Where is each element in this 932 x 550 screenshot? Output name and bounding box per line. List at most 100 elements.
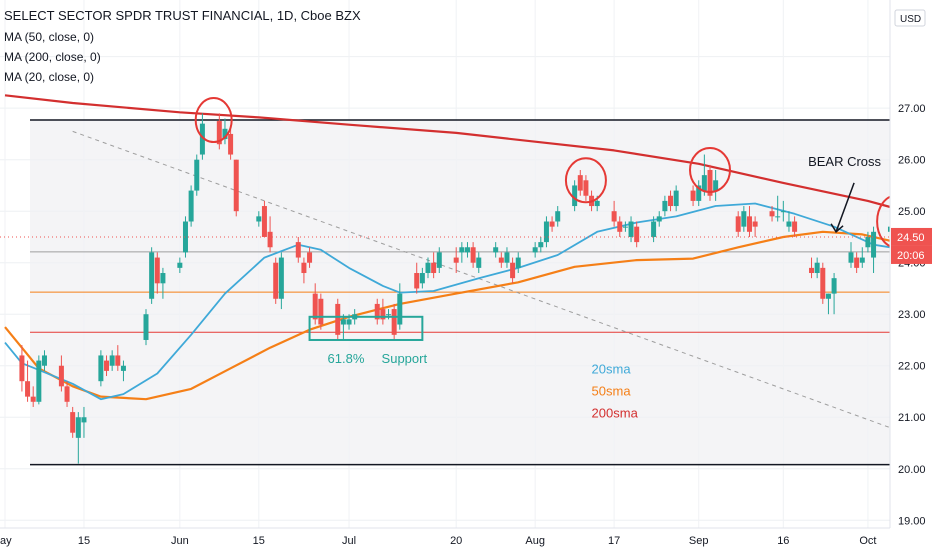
candle-up[interactable] [464, 242, 470, 258]
candle-up[interactable] [713, 169, 719, 201]
candle-down[interactable] [295, 236, 301, 263]
candle-down[interactable] [549, 216, 555, 232]
candle-down[interactable] [414, 262, 420, 294]
candle-down[interactable] [752, 216, 758, 237]
candle-up[interactable] [256, 211, 262, 227]
candle-up[interactable] [109, 350, 115, 371]
candle-down[interactable] [30, 386, 36, 407]
candle-up[interactable] [425, 257, 431, 279]
candle-down[interactable] [453, 247, 459, 274]
candle-down[interactable] [820, 262, 826, 304]
candle-down[interactable] [216, 113, 222, 150]
candle-up[interactable] [120, 360, 126, 382]
candle-up[interactable] [493, 242, 499, 258]
candle-down[interactable] [431, 252, 437, 279]
candle-up[interactable] [188, 185, 194, 227]
candle-up[interactable] [397, 283, 403, 330]
currency-badge[interactable] [894, 9, 926, 27]
candle-down[interactable] [154, 252, 160, 294]
candle-up[interactable] [75, 412, 81, 464]
candle-up[interactable] [741, 206, 747, 232]
candle-down[interactable] [854, 252, 860, 274]
candle-up[interactable] [871, 226, 877, 274]
candle-down[interactable] [746, 206, 752, 237]
candle-up[interactable] [622, 221, 628, 232]
candle-down[interactable] [58, 355, 64, 392]
indicator-ma50-label[interactable]: MA (50, close, 0) [4, 30, 95, 44]
candle-up[interactable] [696, 180, 702, 207]
candle-up[interactable] [81, 406, 87, 438]
candle-up[interactable] [278, 252, 284, 310]
candle-down[interactable] [273, 257, 279, 304]
indicator-ma20-label[interactable]: MA (20, close, 0) [4, 70, 95, 84]
candle-up[interactable] [814, 257, 820, 279]
candle-down[interactable] [233, 159, 239, 217]
candle-down[interactable] [510, 257, 516, 284]
candle-down[interactable] [577, 169, 583, 196]
candle-down[interactable] [498, 252, 504, 268]
candle-up[interactable] [673, 185, 679, 212]
candle-down[interactable] [380, 298, 386, 325]
candle-up[interactable] [459, 242, 465, 263]
candle-down[interactable] [391, 303, 397, 340]
candle-up[interactable] [825, 293, 831, 315]
candle-up[interactable] [149, 247, 155, 304]
candle-down[interactable] [64, 381, 70, 407]
candle-up[interactable] [656, 211, 662, 227]
candle-up[interactable] [662, 195, 668, 217]
candle-up[interactable] [859, 247, 865, 268]
candle-down[interactable] [318, 293, 324, 330]
candle-down[interactable] [809, 257, 815, 279]
candle-up[interactable] [177, 257, 183, 274]
candle-up[interactable] [775, 195, 781, 222]
candle-down[interactable] [583, 175, 589, 201]
candle-up[interactable] [543, 216, 549, 248]
candle-up[interactable] [160, 267, 166, 299]
candle-down[interactable] [769, 206, 775, 222]
candle-down[interactable] [707, 164, 713, 201]
candle-down[interactable] [19, 345, 25, 392]
candle-down[interactable] [634, 221, 640, 248]
candle-up[interactable] [98, 350, 104, 387]
candle-up[interactable] [628, 216, 634, 243]
candle-down[interactable] [25, 360, 31, 402]
candle-up[interactable] [222, 118, 228, 145]
candle-down[interactable] [301, 257, 307, 284]
candle-up[interactable] [504, 247, 510, 268]
candle-up[interactable] [831, 273, 837, 315]
indicator-ma200-label[interactable]: MA (200, close, 0) [4, 50, 101, 64]
candle-down[interactable] [617, 216, 623, 237]
candle-down[interactable] [267, 216, 273, 253]
candle-up[interactable] [651, 216, 657, 243]
candle-down[interactable] [690, 185, 696, 207]
candle-up[interactable] [786, 211, 792, 232]
sma20-line[interactable] [4, 202, 897, 401]
candle-up[interactable] [865, 231, 871, 253]
candle-down[interactable] [735, 211, 741, 237]
candle-down[interactable] [611, 200, 617, 227]
candle-up[interactable] [701, 154, 707, 196]
candle-up[interactable] [476, 252, 482, 274]
support-box[interactable] [308, 315, 424, 341]
candle-up[interactable] [515, 252, 521, 274]
candle-up[interactable] [436, 247, 442, 274]
candle-down[interactable] [335, 298, 341, 340]
candle-down[interactable] [261, 200, 267, 237]
candle-up[interactable] [36, 355, 42, 405]
candle-up[interactable] [419, 267, 425, 289]
candle-down[interactable] [228, 128, 234, 160]
candle-down[interactable] [115, 345, 121, 371]
candle-down[interactable] [70, 406, 76, 438]
candle-up[interactable] [532, 242, 538, 258]
candle-up[interactable] [194, 154, 200, 196]
candle-down[interactable] [374, 298, 380, 325]
candle-down[interactable] [470, 242, 476, 268]
sma200-line[interactable] [4, 94, 897, 210]
candle-up[interactable] [848, 242, 854, 268]
candle-down[interactable] [307, 247, 313, 268]
candle-up[interactable] [340, 314, 346, 340]
candle-down[interactable] [792, 216, 798, 237]
candle-up[interactable] [182, 216, 188, 258]
candle-up[interactable] [572, 180, 578, 212]
